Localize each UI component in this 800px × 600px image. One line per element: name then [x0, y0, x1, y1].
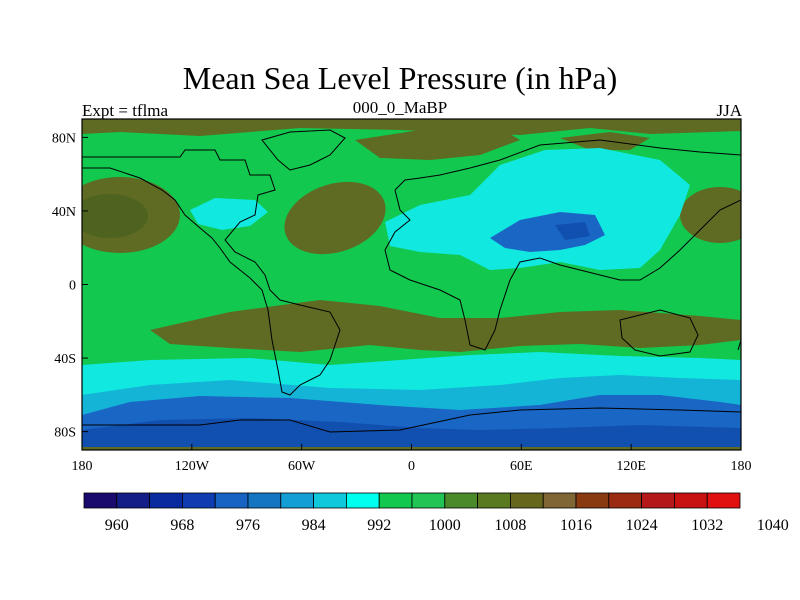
y-axis: 80N 40N 0 40S 80S: [52, 131, 88, 441]
colorbar-swatch: [116, 492, 151, 509]
asian-monsoon-low-deep: [490, 212, 605, 252]
colorbar-swatch: [247, 492, 282, 509]
colorbar-swatch: [313, 492, 347, 509]
colorbar: 960 968 976 984 992 1000 1008 1016 1024 1032 1040: [83, 492, 789, 534]
colorbar-swatch: [575, 492, 610, 509]
season-label: JJA: [716, 101, 742, 120]
colorbar-label: 976: [236, 517, 260, 534]
colorbar-label: 960: [105, 517, 129, 534]
time-label: 000_0_MaBP: [352, 98, 448, 117]
colorbar-swatch: [706, 492, 741, 509]
colorbar-swatch: [542, 492, 577, 509]
x-axis: 180 120W 60W 0 60E 120E 180: [72, 444, 752, 474]
colorbar-label: 1000: [429, 517, 461, 534]
colorbar-swatch: [83, 492, 118, 509]
x-tick-label: 60W: [288, 459, 316, 474]
coastlines: [82, 129, 741, 433]
colorbar-swatch: [280, 492, 314, 509]
colorbar-swatch: [509, 492, 544, 509]
colorbar-swatch: [411, 492, 446, 509]
colorbar-label: 1040: [757, 517, 789, 534]
australia-coastline: [619, 309, 699, 357]
x-tick-label: 120E: [616, 459, 646, 474]
colorbar-label: 984: [302, 517, 326, 534]
colorbar-swatch: [214, 492, 249, 509]
colorbar-label: 1032: [691, 517, 723, 534]
north-pacific-high-core: [82, 194, 148, 238]
greenland-coastline: [261, 129, 346, 171]
arctic-high-region: [355, 128, 520, 160]
plot-title: Mean Sea Level Pressure (in hPa): [182, 60, 618, 96]
colorbar-swatch: [149, 492, 183, 509]
azores-high: [284, 181, 386, 255]
x-tick-label: 0: [408, 459, 415, 474]
pressure-field: [82, 119, 741, 450]
colorbar-swatch: [608, 492, 642, 509]
colorbar-label: 1008: [494, 517, 526, 534]
colorbar-swatch: [378, 492, 413, 509]
colorbar-swatch: [641, 492, 675, 509]
africa-asia-coastline: [384, 189, 741, 351]
colorbar-label: 1016: [560, 517, 592, 534]
colorbar-swatch: [345, 492, 380, 509]
colorbar-swatch: [477, 492, 511, 509]
x-tick-label: 180: [731, 459, 752, 474]
y-tick-label: 80S: [54, 426, 76, 441]
x-tick-label: 180: [72, 459, 93, 474]
colorbar-swatch: [181, 492, 216, 509]
west-pacific-high: [680, 187, 741, 243]
colorbar-swatch: [674, 492, 708, 509]
colorbar-label: 1024: [626, 517, 658, 534]
antarctic-trough: [82, 418, 741, 450]
arctic-high-band: [82, 119, 741, 136]
y-tick-label: 40S: [54, 352, 76, 367]
colorbar-swatch: [444, 492, 478, 509]
americas-coastline: [82, 149, 341, 396]
eurasia-north-coastline: [394, 139, 741, 191]
y-tick-label: 80N: [52, 131, 76, 146]
y-tick-label: 0: [69, 279, 76, 294]
asian-monsoon-low: [385, 148, 690, 270]
southern-subtropical-high-band: [150, 300, 741, 352]
y-tick-label: 40N: [52, 205, 76, 220]
north-america-low: [190, 198, 268, 230]
asian-monsoon-low-core: [555, 222, 590, 240]
x-tick-label: 60E: [510, 459, 533, 474]
x-tick-label: 120W: [175, 459, 210, 474]
antarctica-coastline: [82, 407, 741, 433]
colorbar-label: 968: [170, 517, 194, 534]
experiment-label: Expt = tflma: [82, 101, 169, 120]
colorbar-label: 992: [367, 517, 391, 534]
